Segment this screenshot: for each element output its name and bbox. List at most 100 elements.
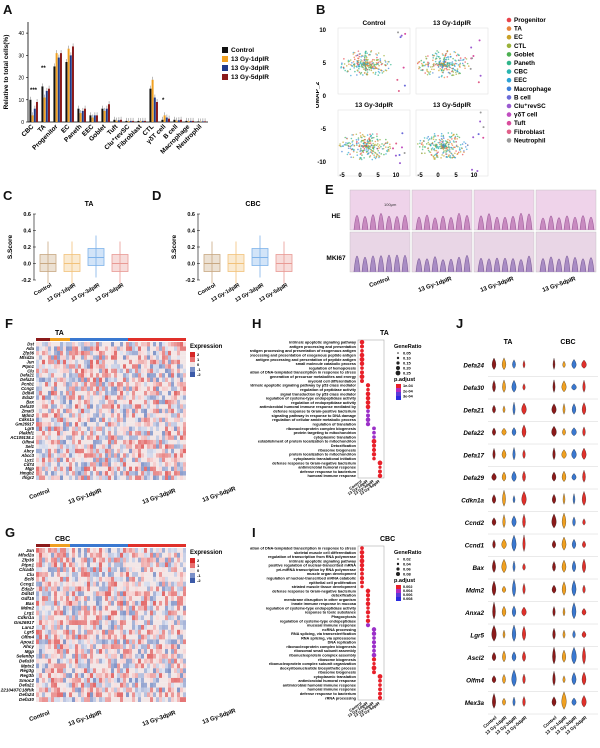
heatmap-cell (93, 466, 96, 472)
heatmap-cell (87, 373, 90, 378)
heatmap-cell (180, 475, 183, 480)
heatmap-cell (153, 413, 156, 418)
heatmap-cell (96, 457, 99, 463)
j-violin (552, 627, 556, 640)
b-cell-point (432, 138, 435, 141)
b-cell-point (368, 68, 371, 71)
heatmap-cell (54, 448, 57, 454)
heatmap-cell (72, 399, 75, 405)
dotplot-term-label: regulation of nuclear-transcribed mRNA c… (266, 576, 356, 580)
heatmap-cell (54, 591, 57, 597)
heatmap-cell (135, 548, 138, 553)
heatmap-cell (123, 567, 126, 573)
heatmap-cell (87, 346, 90, 351)
heatmap-cell (120, 466, 123, 472)
heatmap-cell (81, 663, 84, 669)
heatmap-cell (147, 453, 150, 458)
heatmap-cell (135, 697, 138, 702)
heatmap-cell (87, 364, 90, 369)
heatmap-cell (48, 668, 51, 674)
heatmap-cell (42, 605, 45, 611)
b-cell-point (372, 58, 374, 61)
heatmap-cell (69, 639, 72, 645)
heatmap-cell (93, 364, 96, 369)
b-cell-point (378, 155, 381, 158)
b-cell-point (421, 68, 424, 71)
heatmap-cell (54, 692, 57, 698)
heatmap-cell (60, 457, 63, 463)
b-cell-point (350, 144, 353, 147)
b-subplot-frame (415, 27, 489, 95)
heatmap-cell (45, 639, 48, 645)
heatmap-cell (93, 350, 96, 356)
heatmap-cell (111, 649, 114, 654)
heatmap-cell (93, 572, 96, 577)
j-violin (571, 403, 577, 415)
b-cell-point (457, 53, 459, 56)
j-gene-label: Ccnd1 (465, 542, 485, 549)
heatmap-cell (126, 359, 129, 365)
heatmap-cell (132, 350, 135, 356)
heatmap-cell (51, 382, 54, 387)
heatmap-cell (171, 422, 174, 427)
heatmap-cell (162, 466, 165, 472)
heatmap-cell (123, 687, 126, 693)
heatmap-cell (162, 692, 165, 698)
heatmap-cell (165, 395, 168, 400)
heatmap-cell (183, 457, 186, 463)
heatmap-cell (129, 435, 132, 440)
b-cell-point (347, 145, 350, 147)
heatmap-cell (150, 567, 153, 573)
heatmap-group-label: 13 Gy-1dpIR (68, 488, 104, 506)
heatmap-cell (102, 663, 105, 669)
heatmap-group-label: Control (29, 488, 51, 501)
heatmap-cell (75, 562, 78, 568)
heatmap-cell (105, 462, 108, 467)
heatmap-cell (156, 466, 159, 472)
heatmap-cell (171, 453, 174, 458)
heatmap-gene-label: Reg3g (20, 668, 34, 673)
heatmap-cell (168, 448, 171, 454)
heatmap-cell (174, 453, 177, 458)
heatmap-cell (117, 625, 120, 630)
heatmap-cell (99, 692, 102, 698)
heatmap-cell (168, 586, 171, 592)
heatmap-cell (123, 453, 126, 458)
heatmap-cell (108, 687, 111, 693)
heatmap-cell (78, 629, 81, 635)
heatmap-cell (84, 567, 87, 573)
heatmap-cell (87, 417, 90, 423)
heatmap-cell (75, 567, 78, 573)
panel-letter-j: J (456, 316, 464, 331)
heatmap-cell (117, 422, 120, 427)
heatmap-cell (57, 377, 60, 383)
heatmap-cell (36, 448, 39, 454)
heatmap-cell (42, 431, 45, 436)
b-cell-point (351, 148, 354, 150)
heatmap-cell (129, 562, 132, 568)
e-villus (385, 254, 393, 273)
j-violin (492, 404, 496, 414)
heatmap-cell (123, 359, 126, 365)
heatmap-cell (114, 576, 117, 582)
heatmap-cell (51, 605, 54, 611)
heatmap-cell (120, 620, 123, 625)
heatmap-cell (42, 557, 45, 563)
b-cell-point (347, 59, 350, 62)
j-violin (561, 449, 567, 459)
heatmap-cell (165, 435, 168, 440)
heatmap-cell (111, 439, 114, 445)
heatmap-cell (93, 395, 96, 400)
heatmap-cell (168, 600, 171, 606)
heatmap-cell (162, 653, 165, 659)
heatmap-cell (132, 687, 135, 693)
heatmap-cell (96, 448, 99, 454)
heatmap-cell (132, 475, 135, 480)
heatmap-cell (39, 417, 42, 423)
heatmap-cell (177, 386, 180, 391)
b-cell-point (360, 158, 363, 161)
heatmap-cell (135, 395, 138, 400)
heatmap-cell (171, 663, 174, 669)
heatmap-cell (162, 610, 165, 616)
